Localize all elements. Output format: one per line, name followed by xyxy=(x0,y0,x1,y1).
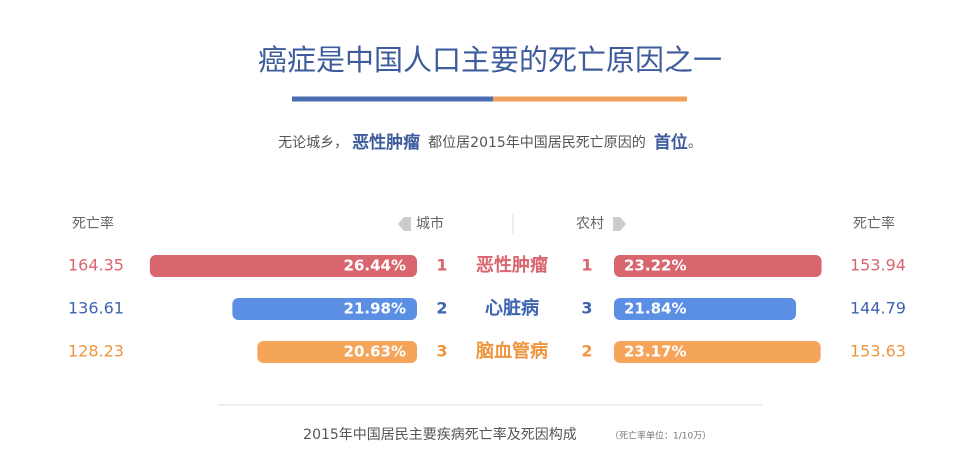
footer-caption: 2015年中国居民主要疾病死亡率及死因构成 xyxy=(303,426,577,443)
city-rank: 1 xyxy=(436,256,447,275)
city-bar xyxy=(257,341,417,363)
rural-share-label: 21.84% xyxy=(624,300,686,318)
city-share-label: 20.63% xyxy=(344,343,406,361)
rural-share-label: 23.22% xyxy=(624,257,686,275)
rural-rank: 3 xyxy=(581,299,592,318)
city-share-label: 26.44% xyxy=(344,257,406,275)
city-bar xyxy=(149,255,418,277)
subtitle-text: 无论城乡， xyxy=(278,135,348,151)
city-rank: 2 xyxy=(436,299,447,318)
subtitle-highlight: 恶性肿瘤 xyxy=(352,132,420,153)
disease: 脑血管病 xyxy=(476,340,548,362)
city-share-label: 21.98% xyxy=(344,300,406,318)
rural-bar xyxy=(614,255,822,277)
disease: 心脏病 xyxy=(485,297,539,319)
title: 癌症是中国人口主要的死亡原因之一 xyxy=(258,43,722,77)
headers: 死亡率 城市 农村 死亡率 xyxy=(72,213,895,235)
rural-share-label: 23.17% xyxy=(624,343,686,361)
subtitle-highlight: 首位 xyxy=(654,132,688,153)
city-bar xyxy=(232,298,417,320)
rural-rank: 1 xyxy=(581,256,592,275)
disease: 恶性肿瘤 xyxy=(476,254,548,276)
rural-rank: 2 xyxy=(581,342,592,361)
city-rank: 3 xyxy=(436,342,447,361)
header-rate: 死亡率 xyxy=(853,215,895,232)
rural-bar xyxy=(614,341,821,363)
subtitle-text: 都位居2015年中国居民死亡原因的 xyxy=(428,135,646,151)
header-city: 城市 xyxy=(416,215,444,232)
rural-rate: 153.94 xyxy=(850,256,906,275)
footer-unit-note: （死亡率单位：1/10万） xyxy=(610,430,711,442)
city-rate: 164.35 xyxy=(68,256,124,275)
subtitle: 无论城乡， 恶性肿瘤 都位居2015年中国居民死亡原因的 首位。 xyxy=(278,132,702,153)
rural-bar xyxy=(614,298,797,320)
city-rate: 128.23 xyxy=(68,342,124,361)
rural-rate: 144.79 xyxy=(850,299,906,318)
rows: 164.35 26.44% 1 恶性肿瘤 1 23.22% 153.94 136.61 21.9… xyxy=(68,254,906,363)
subtitle-text: 。 xyxy=(688,135,702,151)
header-rate: 死亡率 xyxy=(72,215,114,232)
header-rural: 农村 xyxy=(576,216,604,232)
arrow-right-icon xyxy=(613,217,626,231)
arrow-left-icon xyxy=(398,217,411,231)
city-rate: 136.61 xyxy=(68,299,124,318)
rural-rate: 153.63 xyxy=(850,342,906,361)
